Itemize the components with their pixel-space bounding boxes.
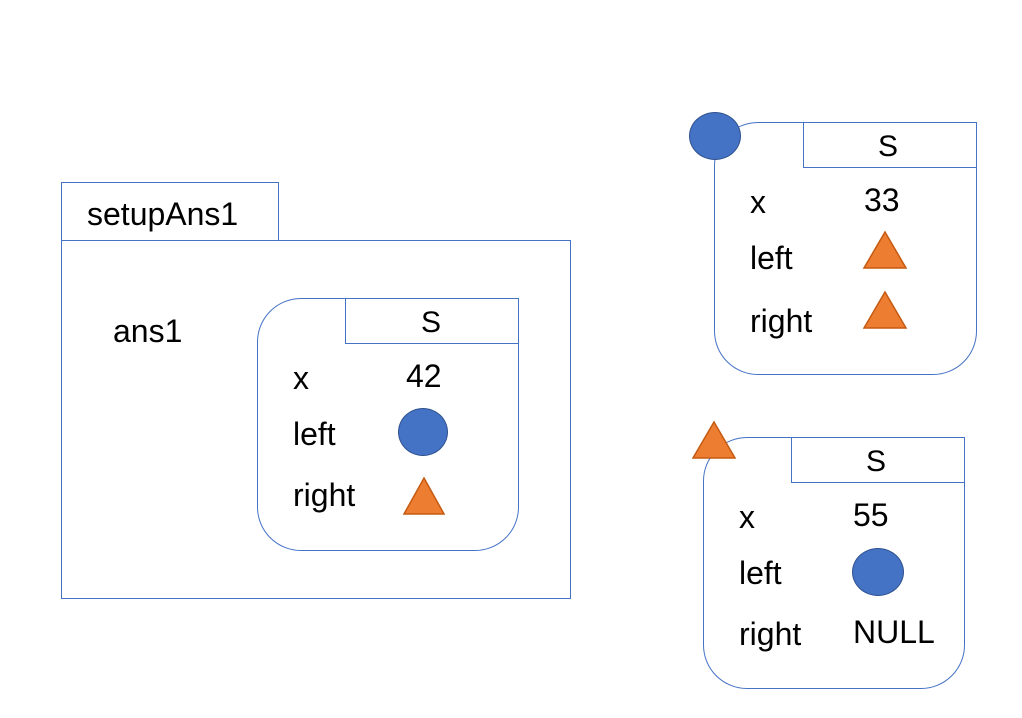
field-name-left: left (750, 240, 793, 276)
blue-circle-pointer-icon (852, 548, 904, 596)
stack-frame-name: setupAns1 (87, 196, 239, 232)
stack-frame-tab (61, 182, 279, 241)
field-value-x: 42 (406, 358, 442, 394)
blue-circle-marker-icon (689, 112, 741, 160)
stack-frame-body (61, 240, 571, 599)
field-value-x: 33 (864, 182, 900, 218)
field-name-x: x (739, 499, 755, 535)
blue-circle-pointer-icon (398, 408, 448, 456)
field-name-left: left (739, 555, 782, 591)
field-name-right: right (739, 616, 802, 652)
orange-triangle-marker-icon (691, 420, 737, 459)
orange-triangle-pointer-icon (862, 230, 908, 269)
orange-triangle-pointer-icon (862, 290, 908, 329)
field-value-right: NULL (853, 614, 935, 650)
field-name-left: left (293, 416, 336, 452)
struct-type-box (803, 122, 977, 168)
variable-label: ans1 (113, 313, 183, 349)
field-name-x: x (293, 360, 309, 396)
struct-type-label: S (421, 306, 442, 339)
field-name-right: right (750, 303, 813, 339)
struct-type-box (791, 437, 965, 483)
struct-type-box (345, 298, 519, 344)
field-name-right: right (293, 477, 356, 513)
orange-triangle-pointer-icon (402, 476, 446, 515)
field-value-x: 55 (853, 497, 889, 533)
struct-type-label: S (866, 445, 887, 478)
struct-type-label: S (878, 130, 899, 163)
field-name-x: x (750, 184, 766, 220)
